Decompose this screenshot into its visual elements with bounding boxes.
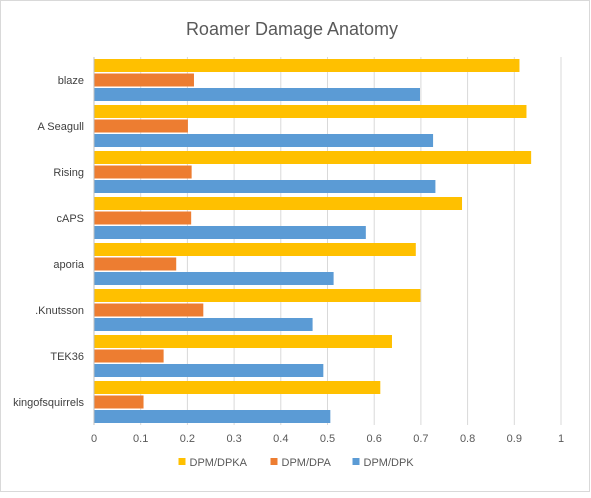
legend-swatch xyxy=(352,458,360,465)
bar xyxy=(94,303,204,317)
bar xyxy=(94,88,420,101)
bar xyxy=(94,289,421,302)
legend-label: DPM/DPA xyxy=(282,457,332,469)
x-tick-label: 0.8 xyxy=(460,433,475,445)
gridlines xyxy=(140,57,562,425)
bar xyxy=(94,151,532,164)
bar xyxy=(94,381,381,394)
legend-swatch xyxy=(178,458,186,465)
legend: DPM/DPKA DPM/DPA DPM/DPK xyxy=(178,457,415,469)
legend-label: DPM/DPK xyxy=(364,457,415,469)
x-tick-label: 0.4 xyxy=(273,433,288,445)
bar xyxy=(94,211,192,225)
bar xyxy=(94,59,520,72)
category-label: Rising xyxy=(53,167,84,179)
category-label: blaze xyxy=(58,75,84,87)
bars xyxy=(94,59,532,423)
x-tick-label: 0.6 xyxy=(367,433,382,445)
bar xyxy=(94,349,164,363)
axes: 0 0.1 0.2 0.3 0.4 0.5 0.6 0.7 0.8 0.9 1 blaze A Seag… xyxy=(13,57,564,445)
category-label: cAPS xyxy=(56,213,84,225)
x-tick-label: 0.5 xyxy=(320,433,335,445)
category-label: kingofsquirrels xyxy=(13,397,84,409)
bar xyxy=(94,318,313,331)
x-tick-label: 1 xyxy=(558,433,564,445)
bar xyxy=(94,73,194,87)
x-tick-label: 0.3 xyxy=(226,433,241,445)
bar xyxy=(94,180,436,193)
bar xyxy=(94,197,463,210)
bar xyxy=(94,272,334,285)
bar xyxy=(94,257,177,271)
bar xyxy=(94,395,144,409)
category-label: A Seagull xyxy=(38,121,84,133)
legend-swatch xyxy=(270,458,278,465)
legend-label: DPM/DPKA xyxy=(190,457,248,469)
bar xyxy=(94,410,331,423)
bar xyxy=(94,226,366,239)
bar xyxy=(94,364,324,377)
x-tick-label: 0.1 xyxy=(133,433,148,445)
x-tick-label: 0.2 xyxy=(180,433,195,445)
bar xyxy=(94,243,416,256)
x-tick-label: 0.9 xyxy=(507,433,522,445)
category-label: .Knutsson xyxy=(35,305,84,317)
bar xyxy=(94,165,192,179)
bar xyxy=(94,134,434,147)
bar xyxy=(94,105,527,118)
x-tick-label: 0.7 xyxy=(413,433,428,445)
bar xyxy=(94,119,188,133)
chart-title: Roamer Damage Anatomy xyxy=(186,19,398,39)
x-tick-label: 0 xyxy=(91,433,97,445)
category-label: aporia xyxy=(53,259,84,271)
category-label: TEK36 xyxy=(50,351,84,363)
bar xyxy=(94,335,392,348)
